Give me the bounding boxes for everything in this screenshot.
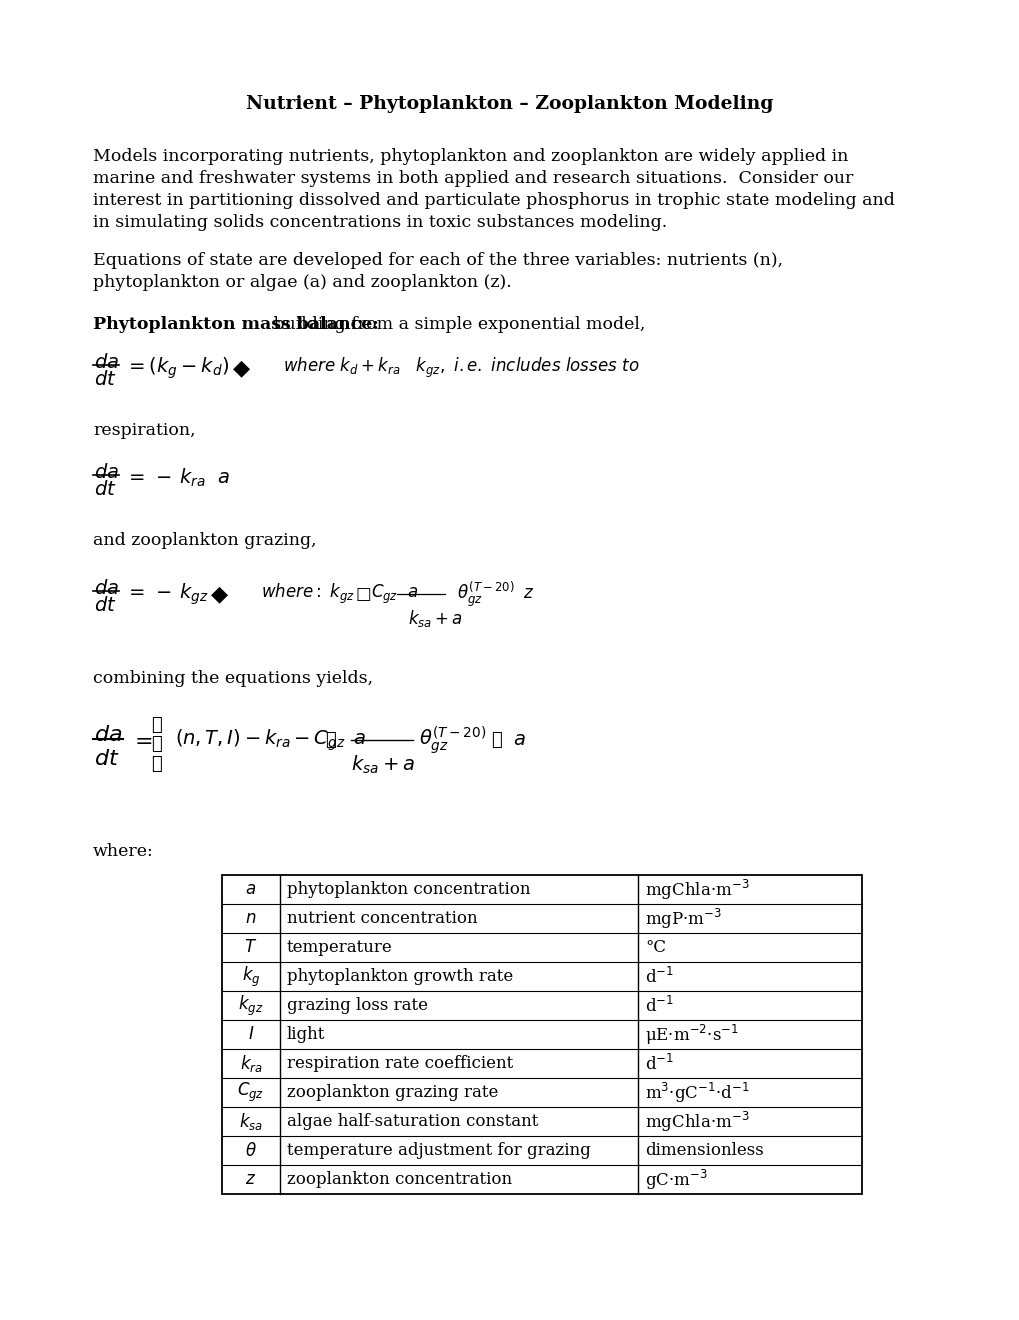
Text: respiration rate coefficient: respiration rate coefficient [286, 1055, 513, 1072]
Text: $\theta_{gz}^{(T-20)}$: $\theta_{gz}^{(T-20)}$ [419, 725, 486, 756]
Text: combining the equations yields,: combining the equations yields, [93, 671, 373, 686]
Text: Nutrient – Phytoplankton – Zooplankton Modeling: Nutrient – Phytoplankton – Zooplankton M… [246, 95, 773, 114]
Text: 摇: 摇 [151, 735, 162, 752]
Text: 轻: 轻 [151, 715, 162, 734]
Text: mgChla·m$^{-3}$: mgChla·m$^{-3}$ [644, 878, 749, 902]
Text: temperature adjustment for grazing: temperature adjustment for grazing [286, 1142, 590, 1159]
Text: gC·m$^{-3}$: gC·m$^{-3}$ [644, 1167, 707, 1192]
Text: $=\,-\,k_{gz}$: $=\,-\,k_{gz}$ [125, 581, 208, 607]
Text: $k_{sa}+a$: $k_{sa}+a$ [351, 754, 415, 776]
Text: $=(k_g-k_d)$: $=(k_g-k_d)$ [125, 355, 229, 380]
Text: nutrient concentration: nutrient concentration [286, 909, 477, 927]
Text: $dt$: $dt$ [94, 597, 116, 615]
Text: ◆: ◆ [211, 583, 228, 605]
Text: zooplankton grazing rate: zooplankton grazing rate [286, 1084, 498, 1101]
Text: interest in partitioning dissolved and particulate phosphorus in trophic state m: interest in partitioning dissolved and p… [93, 191, 894, 209]
Text: $dt$: $dt$ [94, 370, 116, 389]
Text: $z$: $z$ [523, 586, 534, 602]
Text: grazing loss rate: grazing loss rate [286, 997, 428, 1014]
Text: $n$: $n$ [245, 909, 257, 927]
Text: Equations of state are developed for each of the three variables: nutrients (n),: Equations of state are developed for eac… [93, 252, 783, 269]
Text: Models incorporating nutrients, phytoplankton and zooplankton are widely applied: Models incorporating nutrients, phytopla… [93, 148, 848, 165]
Text: μE·m$^{-2}$·s$^{-1}$: μE·m$^{-2}$·s$^{-1}$ [644, 1023, 738, 1047]
Text: $a$: $a$ [513, 731, 525, 748]
Text: zooplankton concentration: zooplankton concentration [286, 1171, 512, 1188]
Text: $C_{gz}$: $C_{gz}$ [237, 1081, 264, 1104]
Text: where:: where: [93, 843, 154, 861]
Text: $a$: $a$ [353, 730, 365, 748]
Text: $a$: $a$ [246, 880, 257, 898]
Text: in simulating solids concentrations in toxic substances modeling.: in simulating solids concentrations in t… [93, 214, 666, 231]
Text: phytoplankton or algae (a) and zooplankton (z).: phytoplankton or algae (a) and zooplankt… [93, 275, 512, 290]
Text: $da$: $da$ [94, 352, 119, 372]
Text: ◆: ◆ [232, 358, 250, 378]
Text: $da$: $da$ [94, 723, 122, 746]
Text: $dt$: $dt$ [94, 480, 116, 499]
Text: 脲: 脲 [151, 755, 162, 774]
Text: $dt$: $dt$ [94, 748, 119, 770]
Text: $T$: $T$ [245, 939, 258, 956]
Text: 魃: 魃 [325, 731, 335, 748]
Text: $C_{gz}$: $C_{gz}$ [371, 582, 397, 606]
Text: phytoplankton concentration: phytoplankton concentration [286, 880, 530, 898]
Text: $where:\ k_{gz}$: $where:\ k_{gz}$ [261, 582, 355, 606]
Text: phytoplankton growth rate: phytoplankton growth rate [286, 968, 513, 985]
Text: $k_g$: $k_g$ [242, 965, 260, 989]
Text: $da$: $da$ [94, 463, 119, 482]
Text: $da$: $da$ [94, 579, 119, 598]
Text: $(n,T,I)-k_{ra}-C_{gz}$: $(n,T,I)-k_{ra}-C_{gz}$ [175, 727, 345, 752]
Text: $=\,-\,k_{ra}\ \ a$: $=\,-\,k_{ra}\ \ a$ [125, 467, 230, 490]
Text: $a$: $a$ [407, 583, 418, 601]
Text: $\theta$: $\theta$ [245, 1142, 257, 1159]
Text: d$^{-1}$: d$^{-1}$ [644, 966, 674, 986]
Text: dimensionless: dimensionless [644, 1142, 763, 1159]
Text: $=$: $=$ [129, 729, 153, 751]
Text: $I$: $I$ [248, 1026, 254, 1043]
Text: $where\ k_d+k_{ra}\ \ \ k_{gz},\ i.e.\ includes\ losses\ to$: $where\ k_d+k_{ra}\ \ \ k_{gz},\ i.e.\ i… [282, 356, 639, 380]
Text: and zooplankton grazing,: and zooplankton grazing, [93, 532, 316, 549]
Text: Phytoplankton mass balance:: Phytoplankton mass balance: [93, 315, 378, 333]
Bar [222, 875, 861, 1195]
Text: algae half-saturation constant: algae half-saturation constant [286, 1113, 538, 1130]
Text: $k_{sa}$: $k_{sa}$ [238, 1111, 263, 1133]
Text: $k_{sa}+a$: $k_{sa}+a$ [408, 609, 463, 630]
Text: respiration,: respiration, [93, 422, 196, 440]
Text: $z$: $z$ [246, 1171, 257, 1188]
Text: $\theta_{gz}^{(T-20)}$: $\theta_{gz}^{(T-20)}$ [457, 579, 515, 609]
Text: m$^3$·gC$^{-1}$·d$^{-1}$: m$^3$·gC$^{-1}$·d$^{-1}$ [644, 1081, 749, 1105]
Text: d$^{-1}$: d$^{-1}$ [644, 995, 674, 1015]
Text: mgChla·m$^{-3}$: mgChla·m$^{-3}$ [644, 1109, 749, 1134]
Text: light: light [286, 1026, 325, 1043]
Text: d$^{-1}$: d$^{-1}$ [644, 1053, 674, 1073]
Text: □: □ [356, 585, 371, 603]
Text: $k_{gz}$: $k_{gz}$ [238, 994, 263, 1018]
Text: temperature: temperature [286, 939, 392, 956]
Text: building from a simple exponential model,: building from a simple exponential model… [268, 315, 645, 333]
Text: °C: °C [644, 939, 665, 956]
Text: mgP·m$^{-3}$: mgP·m$^{-3}$ [644, 907, 721, 931]
Text: $k_{ra}$: $k_{ra}$ [239, 1053, 262, 1074]
Text: marine and freshwater systems in both applied and research situations.  Consider: marine and freshwater systems in both ap… [93, 170, 853, 187]
Text: 魃: 魃 [490, 731, 501, 748]
